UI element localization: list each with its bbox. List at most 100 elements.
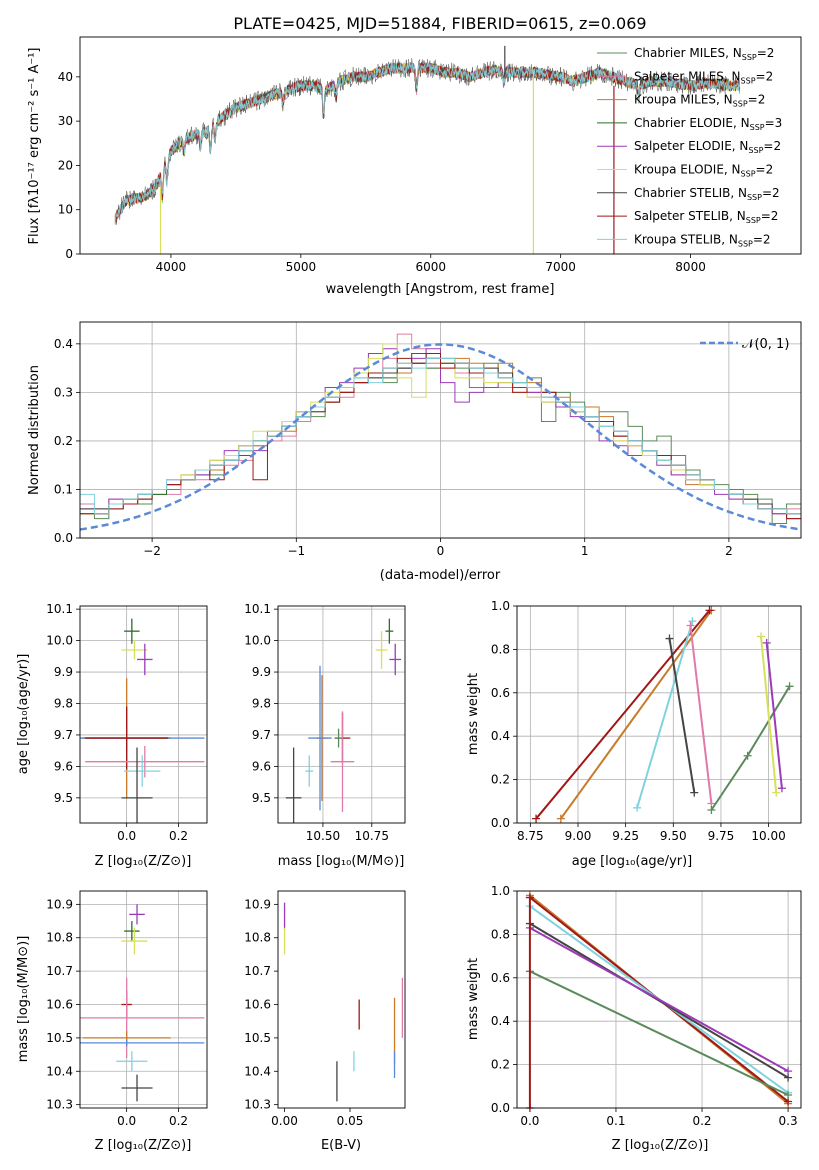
weight-vs-age-ytick-label: 0.8 <box>491 642 510 656</box>
weight-vs-age-lines <box>532 606 794 823</box>
weight-vs-z-marker-salpeter_elodie <box>784 1067 793 1076</box>
weight-vs-z-ytick-label: 0.2 <box>491 1058 510 1072</box>
residual-panel: −2 −1 0 1 2 0.0 0.1 0.2 0.3 0.4 (data-model)/erro… <box>27 321 802 583</box>
mass-vs-ebv-xtick-label: 0.05 <box>337 1114 364 1128</box>
weight-vs-age-xlabel: age [log₁₀(age/yr)] <box>572 854 693 869</box>
weight-vs-age-ytick-label: 0.0 <box>491 816 510 830</box>
weight-vs-age-xtick-label: 8.75 <box>517 829 544 843</box>
spectrum-ytick-label: 20 <box>58 158 73 172</box>
weight-vs-z-ytick-label: 0.8 <box>491 927 510 941</box>
weight-vs-z-xtick-label: 0.1 <box>606 1114 625 1128</box>
weight-vs-z-line-chabrier_miles <box>529 970 789 1096</box>
weight-vs-age-xtick-label: 9.75 <box>708 829 735 843</box>
spectrum-line-kroupa_stelib <box>114 61 741 222</box>
residual-xtick-label: 2 <box>725 544 733 558</box>
weight-vs-z-frame <box>516 890 802 1109</box>
weight-vs-z-plot: 0.0 0.1 0.2 0.3 0.0 0.2 0.4 0.6 0.8 1.0 <box>491 884 802 1128</box>
spectrum-legend-label: Chabrier MILES, NSSP=2 <box>634 46 774 62</box>
weight-vs-age-marker-chabrier_miles <box>785 682 794 691</box>
weight-vs-z-lines <box>525 891 793 1112</box>
residual-xtick-label: 1 <box>581 544 589 558</box>
age-vs-mass-ytick-label: 9.6 <box>252 759 271 773</box>
weight-vs-age-line-kroupa_stelib <box>636 620 694 809</box>
spectrum-legend-label: Chabrier STELIB, NSSP=2 <box>634 186 780 202</box>
residual-xtick-label: −2 <box>143 544 161 558</box>
normal-curve <box>80 343 801 531</box>
weight-vs-z-ylabel: mass weight <box>466 958 481 1040</box>
weight-vs-age-marker-chabrier_miles <box>707 805 716 814</box>
spectrum-plot: 4000 5000 6000 7000 8000 0 10 20 30 40 <box>58 36 802 274</box>
weight-vs-z-panel: 0.0 0.1 0.2 0.3 0.0 0.2 0.4 0.6 0.8 1.0 Z [log₁₀(… <box>466 884 802 1153</box>
spectrum-legend-label: Salpeter ELODIE, NSSP=2 <box>634 139 781 155</box>
spectrum-traces <box>114 45 741 254</box>
spectrum-legend-label: Kroupa MILES, NSSP=2 <box>634 93 765 109</box>
residual-ytick-label: 0.3 <box>54 385 73 399</box>
weight-vs-age-ytick-label: 0.6 <box>491 686 510 700</box>
age-vs-z-frame <box>79 605 208 824</box>
normal-curve-legend-label: 𝒩(0, 1) <box>742 337 789 352</box>
weight-vs-age-line-salpeter_stelib <box>535 609 711 820</box>
spectrum-xtick-label: 5000 <box>286 260 317 274</box>
mass-vs-z-ylabel: mass [log₁₀(M/M⊙)] <box>16 936 31 1063</box>
age-vs-z-ytick-label: 9.7 <box>54 728 73 742</box>
weight-vs-z-ytick-label: 1.0 <box>491 884 510 898</box>
weight-vs-age-marker-chabrier_stelib <box>665 634 674 643</box>
mass-vs-ebv-ytick-label: 10.9 <box>244 897 271 911</box>
age-vs-z-xlabel: Z [log₁₀(Z/Z⊙)] <box>95 854 192 869</box>
spectrum-ytick-label: 40 <box>58 70 73 84</box>
spectrum-xtick-label: 4000 <box>156 260 187 274</box>
age-vs-z-ylabel: age [log₁₀(age/yr)] <box>16 654 31 775</box>
weight-vs-age-marker-chabrier_miles <box>743 751 752 760</box>
mass-vs-z-ytick-label: 10.8 <box>46 931 73 945</box>
age-vs-z-ytick-label: 10.1 <box>46 602 73 616</box>
spectrum-legend: Chabrier MILES, NSSP=2 Salpeter MILES, NS… <box>597 46 782 248</box>
weight-vs-z-xtick-label: 0.0 <box>520 1114 539 1128</box>
residual-plot: −2 −1 0 1 2 0.0 0.1 0.2 0.3 0.4 <box>54 321 802 558</box>
mass-vs-z-ytick-label: 10.3 <box>46 1098 73 1112</box>
weight-vs-z-xtick-label: 0.2 <box>692 1114 711 1128</box>
age-vs-mass-frame <box>277 605 406 824</box>
weight-vs-age-xtick-label: 9.00 <box>565 829 592 843</box>
weight-vs-age-line-kroupa_elodie <box>760 636 778 793</box>
spectrum-xtick-label: 7000 <box>545 260 576 274</box>
weight-vs-age-ylabel: mass weight <box>466 673 481 755</box>
mass-vs-ebv-ytick-label: 10.8 <box>244 931 271 945</box>
weight-vs-age-line-salpeter_elodie <box>765 642 783 789</box>
age-vs-mass-ytick-label: 9.9 <box>252 665 271 679</box>
mass-vs-z-frame <box>79 890 208 1109</box>
age-vs-z-xtick-label: 0.0 <box>117 829 136 843</box>
mass-vs-ebv-xlabel: E(B-V) <box>321 1138 361 1153</box>
mass-vs-z-ytick-label: 10.4 <box>46 1064 73 1078</box>
mass-vs-z-panel: 0.0 0.2 10.3 10.4 10.5 10.6 10.7 10.8 10.9 Z [lo… <box>16 890 208 1153</box>
spectrum-xtick-label: 6000 <box>415 260 446 274</box>
weight-vs-age-marker-salpeter_stelib <box>705 606 714 615</box>
weight-vs-z-ytick-label: 0.4 <box>491 1014 510 1028</box>
mass-vs-z-ytick-label: 10.7 <box>46 964 73 978</box>
mass-vs-z-ytick-label: 10.6 <box>46 998 73 1012</box>
age-vs-mass-points <box>285 618 402 823</box>
spectrum-ytick-label: 30 <box>58 114 73 128</box>
residual-ytick-label: 0.2 <box>54 434 73 448</box>
weight-vs-age-line-chabrier_stelib <box>668 638 696 793</box>
weight-vs-z-marker-chabrier_miles <box>784 1090 793 1099</box>
age-vs-mass-ytick-label: 9.5 <box>252 791 271 805</box>
residual-xtick-label: −1 <box>287 544 305 558</box>
age-vs-mass-ytick-label: 9.7 <box>252 728 271 742</box>
residual-xtick-label: 0 <box>437 544 445 558</box>
mass-vs-z-points <box>80 904 205 1102</box>
residual-step-kroupa_stelib <box>80 357 801 538</box>
age-vs-mass-xlabel: mass [log₁₀(M/M⊙)] <box>278 854 405 869</box>
weight-vs-age-xtick-label: 10.00 <box>751 829 785 843</box>
mass-vs-ebv-points <box>283 902 404 1102</box>
mass-vs-ebv-plot: 0.00 0.05 10.3 10.4 10.5 10.6 10.7 10.8 10.9 <box>244 890 406 1128</box>
residual-ytick-label: 0.0 <box>54 531 73 545</box>
weight-vs-z-ytick-label: 0.0 <box>491 1101 510 1115</box>
mass-vs-ebv-xtick-label: 0.00 <box>271 1114 298 1128</box>
residual-ylabel: Normed distribution <box>27 365 42 495</box>
residual-ytick-label: 0.1 <box>54 482 73 496</box>
age-vs-z-panel: 0.0 0.2 9.5 9.6 9.7 9.8 9.9 10.0 10.1 Z [log₁₀(Z… <box>16 602 208 869</box>
age-vs-mass-ytick-label: 9.8 <box>252 696 271 710</box>
mass-vs-ebv-panel: 0.00 0.05 10.3 10.4 10.5 10.6 10.7 10.8 10.9 E(B… <box>244 890 406 1153</box>
weight-vs-age-marker-chabrier_stelib <box>690 788 699 797</box>
